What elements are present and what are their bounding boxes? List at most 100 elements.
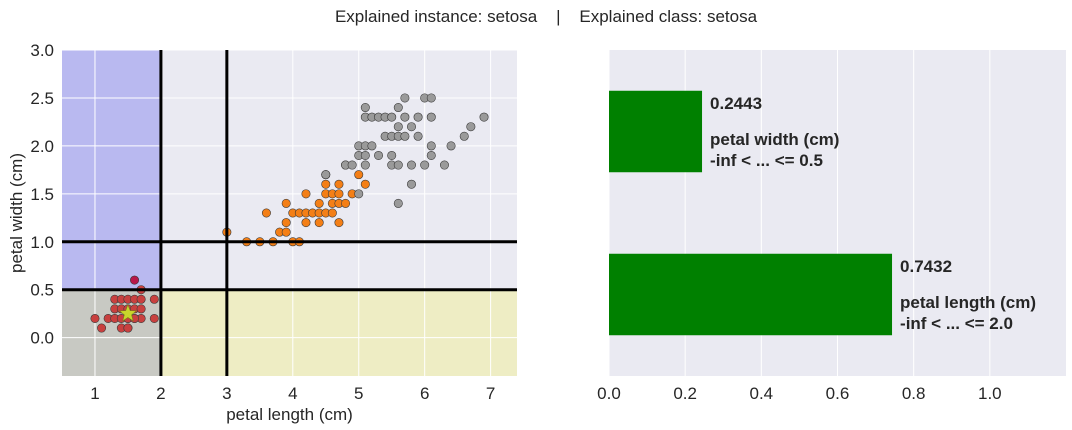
data-point [393,122,403,132]
decision-regions [62,50,518,376]
point-series-outlier_point [130,275,140,285]
data-point [360,160,370,170]
data-point [400,93,410,103]
data-point [90,313,100,323]
y-tick-label: 3.0 [30,41,54,60]
data-point [413,112,423,122]
data-point [426,141,436,151]
bar-feature-label: petal width (cm) [710,130,839,149]
x-tick-label: 2 [156,384,165,403]
data-point [149,313,159,323]
data-point [261,208,271,218]
data-point [479,112,489,122]
y-tick-label: 1.0 [30,233,54,252]
data-point [400,131,410,141]
data-point [354,189,364,199]
importance-bar [609,253,893,336]
data-point [374,150,384,160]
data-point [354,170,364,180]
feature-importance-bar-panel: 0.2443 petal width (cm) -inf < ... <= 0.5 0… [597,50,1066,403]
data-point [281,218,291,228]
data-point [281,227,291,237]
importance-bar [609,90,703,173]
x-tick-labels: 0.0 0.2 0.4 0.6 0.8 1.0 [597,384,1001,403]
data-point [420,160,430,170]
data-point [334,179,344,189]
data-point [393,103,403,113]
figure-title: Explained instance: setosa | Explained c… [335,7,758,26]
data-point [334,218,344,228]
data-point [367,141,377,151]
bars: 0.2443 petal width (cm) -inf < ... <= 0.5 0… [609,90,1036,336]
x-tick-label: 6 [420,384,429,403]
data-point [360,150,370,160]
x-tick-label: 0.0 [597,384,621,403]
point-series-virginica [321,93,489,208]
x-tick-label: 0.8 [902,384,926,403]
data-point [387,150,397,160]
data-point [97,323,107,333]
x-tick-label: 0.4 [750,384,774,403]
bar-rule-label: -inf < ... <= 0.5 [710,151,823,170]
data-point [426,93,436,103]
x-tick-labels: 1 2 3 4 5 6 7 [90,384,495,403]
region-0 [62,50,161,290]
data-point [393,160,403,170]
data-point [123,323,133,333]
data-point [426,150,436,160]
y-tick-label: 0.0 [30,329,54,348]
bar-feature-label: petal length (cm) [900,293,1036,312]
data-point [446,141,456,151]
data-point [413,131,423,141]
data-point [334,189,344,199]
data-point [281,198,291,208]
x-tick-label: 3 [222,384,231,403]
region-2 [160,289,518,376]
data-point [439,160,449,170]
x-tick-label: 1 [90,384,99,403]
data-point [149,294,159,304]
y-tick-label: 0.5 [30,281,54,300]
data-point [393,198,403,208]
y-tick-label: 2.5 [30,89,54,108]
data-point [466,122,476,132]
bar-value-label: 0.7432 [900,257,952,276]
data-point [136,294,146,304]
data-point [406,122,416,132]
x-tick-label: 7 [486,384,495,403]
data-point [130,275,140,285]
y-tick-label: 1.5 [30,185,54,204]
x-tick-label: 0.6 [826,384,850,403]
data-point [347,160,357,170]
data-point [426,112,436,122]
data-point [459,131,469,141]
scatter-plot-panel: 1 2 3 4 5 6 7 0.0 0.5 1.0 1.5 2.0 2.5 3.0 petal length… [7,41,518,424]
data-point [314,198,324,208]
data-point [387,112,397,122]
data-point [136,304,146,314]
data-point [314,218,324,228]
y-tick-labels: 0.0 0.5 1.0 1.5 2.0 2.5 3.0 [30,41,54,348]
data-point [360,103,370,113]
data-point [321,170,331,180]
x-tick-label: 5 [354,384,363,403]
y-axis-label: petal width (cm) [7,153,26,273]
x-tick-label: 1.0 [978,384,1002,403]
threshold-lines [62,50,517,376]
data-point [400,112,410,122]
data-point [406,160,416,170]
data-point [327,208,337,218]
x-axis-label: petal length (cm) [226,405,353,424]
bar-rule-label: -inf < ... <= 2.0 [900,314,1013,333]
data-point [301,189,311,199]
data-point [360,179,370,189]
x-tick-label: 0.2 [673,384,697,403]
data-point [406,179,416,189]
explained-instance-star-icon [118,303,138,322]
y-tick-label: 2.0 [30,137,54,156]
data-point [321,179,331,189]
bar-value-label: 0.2443 [710,94,762,113]
data-point [301,218,311,228]
region-1 [62,289,161,376]
